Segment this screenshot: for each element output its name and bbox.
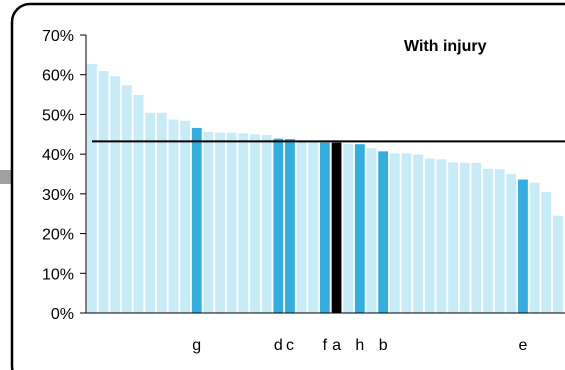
bar [87, 63, 97, 313]
bar [366, 148, 377, 313]
bar [483, 168, 493, 313]
bar [471, 162, 482, 313]
y-tick-label: 30% [42, 187, 74, 204]
bar [413, 154, 423, 313]
bar-label: e [518, 337, 527, 354]
bar [168, 119, 179, 313]
bar [424, 158, 435, 313]
side-tab [0, 170, 12, 184]
bar [145, 112, 156, 313]
bar [541, 191, 552, 313]
bar [448, 162, 458, 313]
bar-label: c [286, 337, 294, 354]
bar [238, 133, 249, 313]
bar [354, 144, 365, 313]
bar [459, 162, 470, 313]
bar [331, 142, 342, 313]
bar [203, 131, 214, 313]
bar [273, 138, 284, 313]
bar [389, 153, 400, 313]
bar [121, 85, 132, 313]
bar [378, 151, 389, 313]
bar-label: b [379, 337, 388, 354]
bar [133, 94, 144, 313]
bar [250, 134, 260, 313]
y-tick-label: 0% [51, 306, 74, 323]
bar [98, 71, 109, 313]
bar [180, 120, 190, 313]
bar [401, 153, 412, 313]
bar [215, 132, 225, 313]
bar [261, 135, 272, 313]
bar [529, 182, 540, 313]
bar [436, 159, 447, 313]
bar [110, 76, 121, 313]
bar [320, 142, 330, 313]
y-tick-label: 40% [42, 147, 74, 164]
bar-label: g [192, 337, 201, 354]
chart-title: With injury [404, 38, 487, 55]
bar [518, 179, 528, 313]
bar [296, 141, 307, 313]
bar [506, 174, 517, 313]
y-tick-label: 10% [42, 266, 74, 283]
bar [285, 139, 295, 313]
bar [156, 112, 167, 313]
bar [308, 142, 319, 313]
bar [553, 215, 563, 313]
y-tick-label: 20% [42, 227, 74, 244]
bar-label: a [332, 337, 341, 354]
y-tick-label: 50% [42, 107, 74, 124]
bars [87, 63, 563, 314]
bar-label: d [274, 337, 283, 354]
bar [191, 127, 202, 314]
chart-frame [10, 2, 565, 370]
bar [494, 169, 505, 313]
bar-label: h [355, 337, 364, 354]
bar [226, 132, 237, 313]
y-tick-label: 70% [42, 28, 74, 45]
bar [343, 143, 354, 313]
y-tick-label: 60% [42, 68, 74, 85]
y-ticks: 0% 10% 20% 30% 40% 50% 60% 70% [42, 28, 86, 323]
bar-label: f [323, 337, 328, 354]
